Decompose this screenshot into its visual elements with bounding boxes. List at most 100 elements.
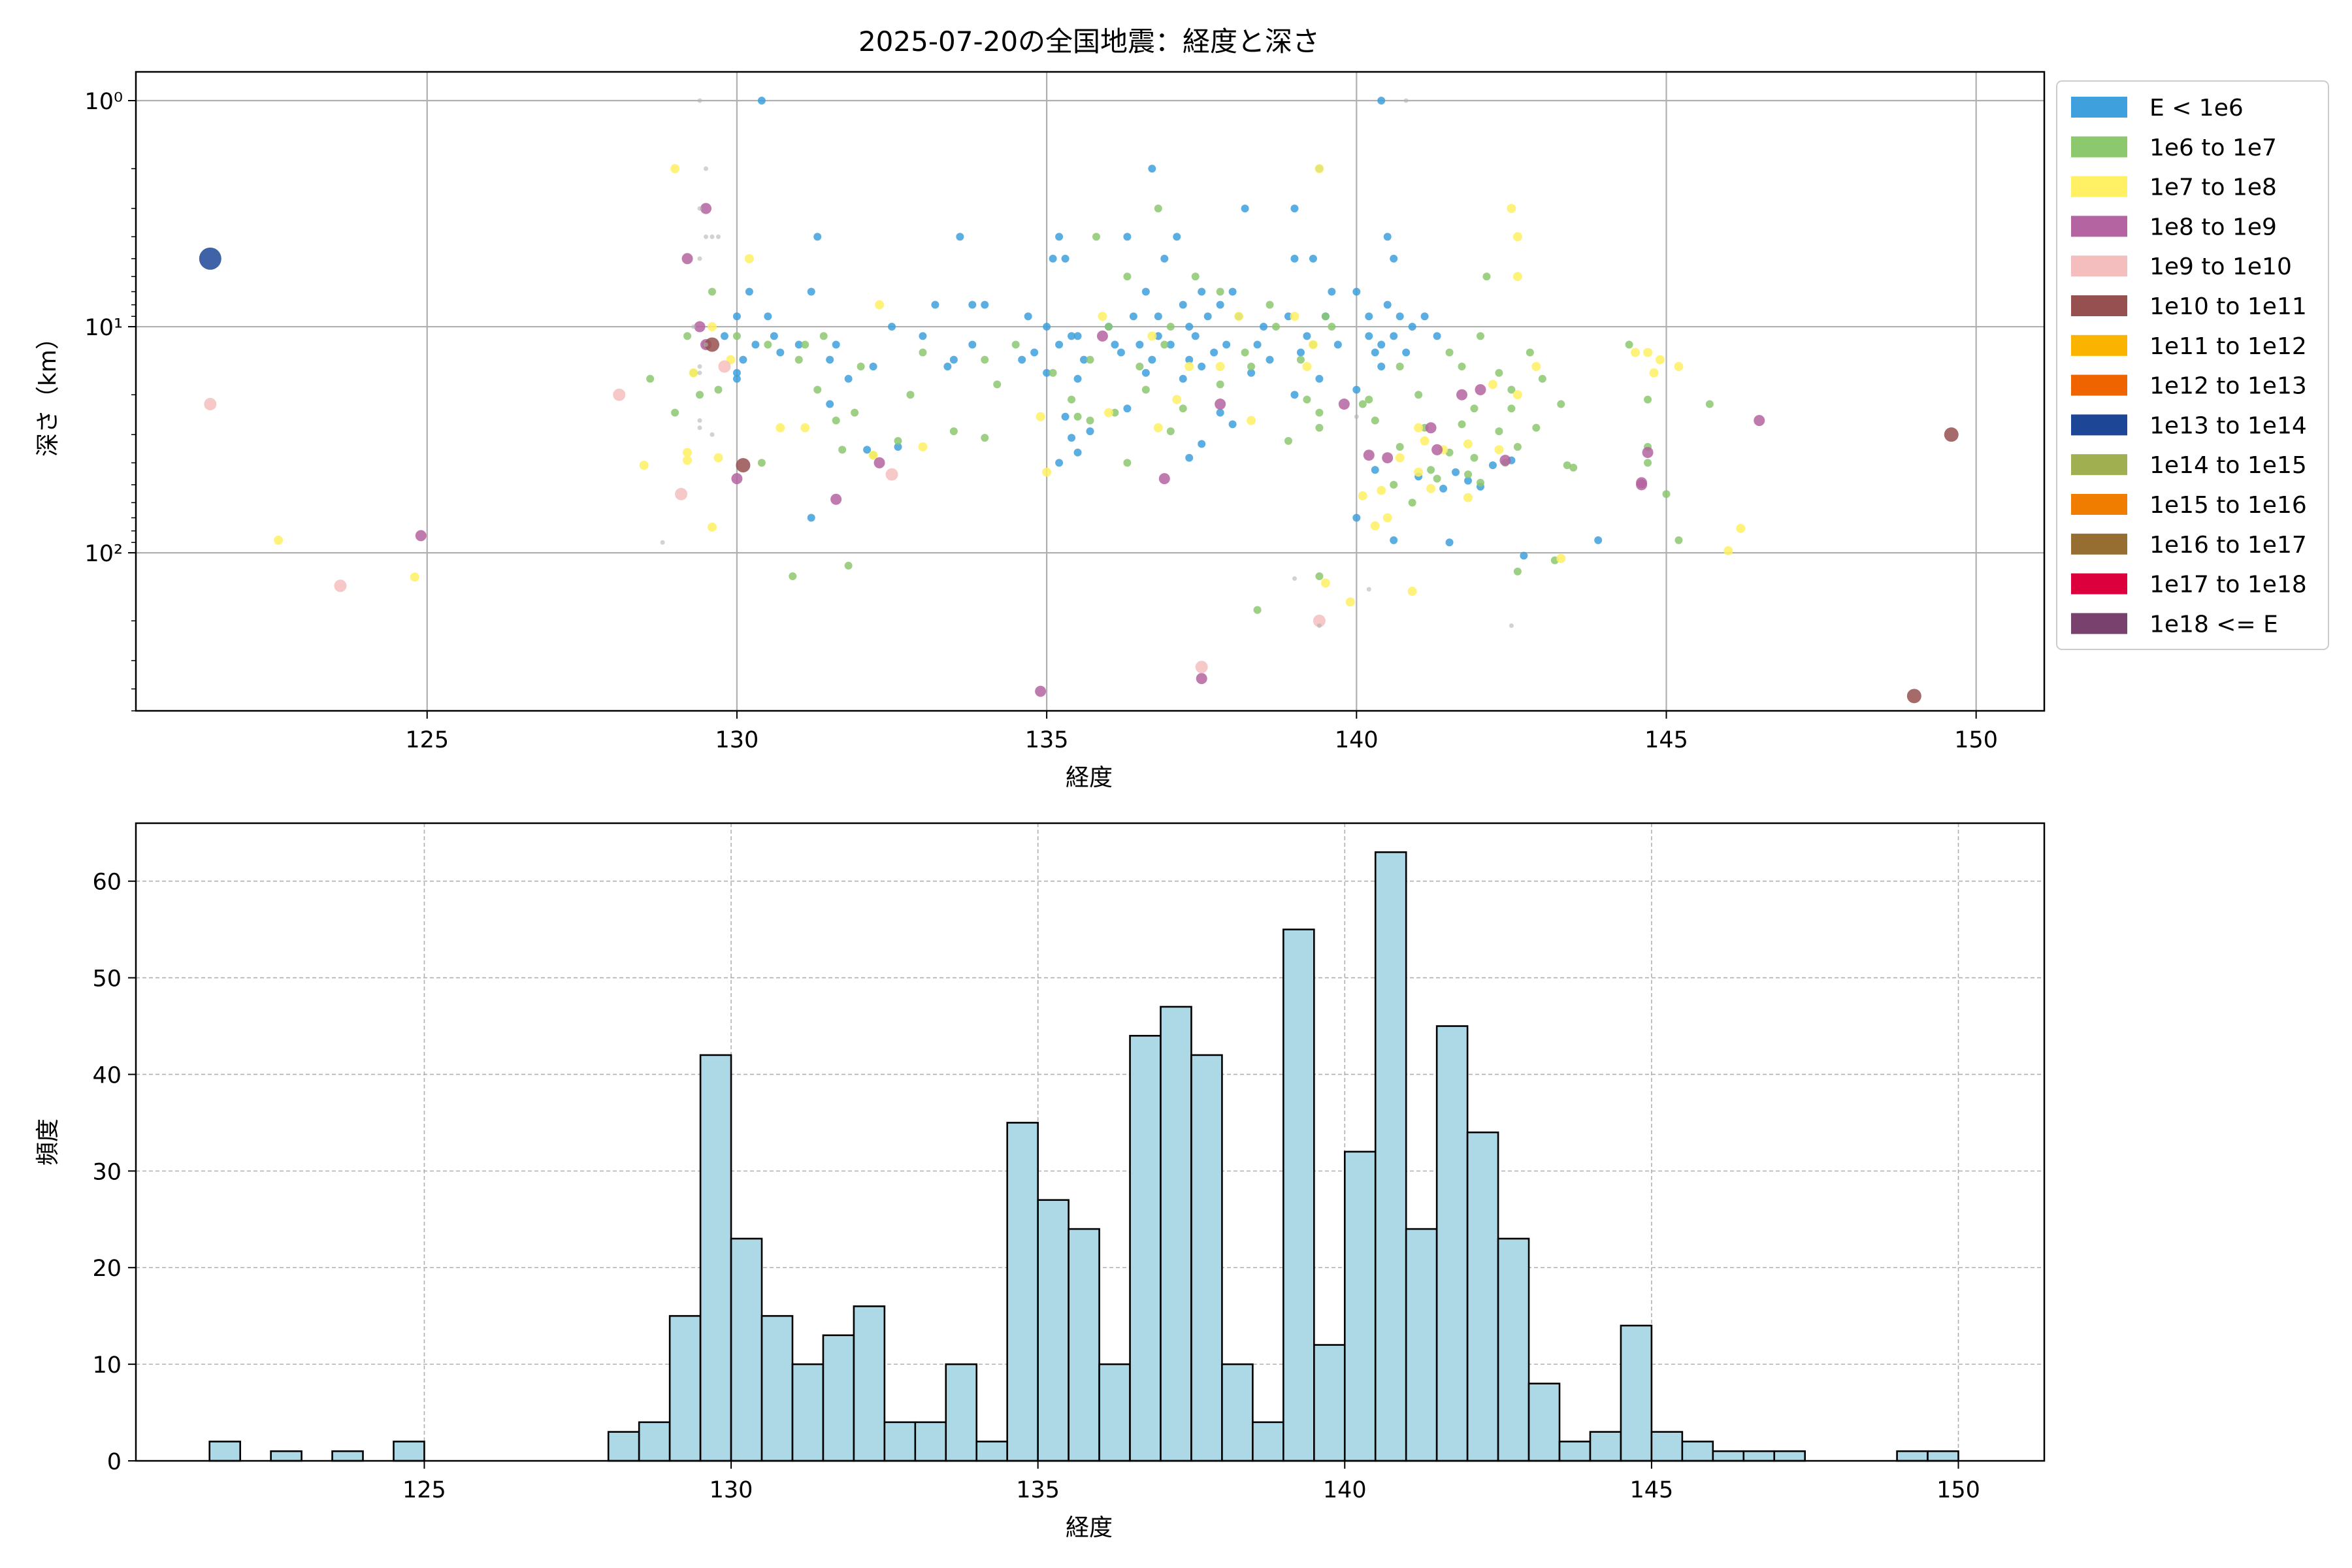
scatter-point — [1463, 493, 1473, 502]
scatter-point — [274, 535, 284, 545]
scatter-y-axis-label: 深さ（km） — [35, 326, 61, 457]
scatter-x-ticks: 125 130 135 140 145 150 — [405, 711, 1998, 753]
scatter-point — [1303, 395, 1311, 404]
scatter-point — [1148, 165, 1156, 173]
scatter-point — [1260, 323, 1268, 331]
scatter-point — [874, 457, 885, 468]
scatter-point — [1222, 340, 1231, 349]
scatter-point — [713, 453, 723, 463]
scatter-point — [789, 572, 797, 581]
scatter-point — [1173, 233, 1181, 241]
scatter-point — [1594, 536, 1603, 544]
scatter-point — [1414, 391, 1423, 399]
scatter-point — [1129, 312, 1137, 321]
scatter-point — [700, 203, 712, 214]
scatter-point — [1185, 453, 1194, 462]
scatter-point — [732, 332, 741, 340]
histogram-x-axis-label: 経度 — [1066, 1514, 1113, 1541]
scatter-point — [1247, 362, 1256, 370]
scatter-point — [334, 580, 347, 593]
scatter-point — [1123, 272, 1132, 281]
scatter-point — [694, 321, 706, 333]
scatter-point — [1507, 204, 1516, 214]
scatter-point — [1352, 385, 1361, 394]
scatter-point — [1184, 361, 1194, 371]
scatter-point — [1111, 340, 1119, 349]
scatter-point — [689, 368, 698, 378]
scatter-point — [1371, 466, 1379, 474]
scatter-point — [1333, 340, 1342, 349]
scatter-point — [1365, 395, 1373, 404]
scatter-point — [1328, 323, 1336, 331]
scatter-point — [639, 461, 649, 470]
scatter-point — [1141, 368, 1150, 377]
scatter-point — [1166, 323, 1175, 331]
histogram-bar — [1129, 1035, 1162, 1462]
scatter-point — [1403, 98, 1409, 103]
histogram-bar — [883, 1421, 917, 1462]
histogram-bar — [945, 1363, 978, 1462]
scatter-point — [1371, 416, 1379, 425]
histogram-bar — [208, 1441, 241, 1462]
scatter-point — [697, 370, 702, 376]
histogram-x-tick-label: 125 — [402, 1477, 446, 1503]
scatter-point — [830, 493, 842, 505]
scatter-point — [832, 340, 840, 349]
scatter-point — [1061, 254, 1070, 263]
scatter-y-ticks: 10⁰ 10¹ 10² — [84, 89, 136, 711]
scatter-point — [981, 434, 989, 442]
scatter-point — [1086, 416, 1094, 425]
legend-label: 1e6 to 1e7 — [2149, 135, 2277, 161]
scatter-point — [1154, 312, 1162, 321]
scatter-x-axis-label: 経度 — [1066, 764, 1113, 791]
scatter-point — [1723, 546, 1733, 556]
legend-swatch — [2071, 494, 2127, 515]
histogram-bar — [1896, 1450, 1929, 1462]
histogram-x-ticks: 125 130 135 140 145 150 — [402, 1461, 1980, 1503]
scatter-point — [415, 530, 427, 542]
scatter-point — [888, 323, 896, 331]
scatter-point — [1153, 423, 1163, 433]
scatter-point — [1073, 412, 1082, 421]
histogram-y-tick-label: 30 — [92, 1159, 122, 1185]
scatter-point — [1363, 449, 1375, 461]
scatter-y-tick-label: 10² — [84, 541, 123, 567]
scatter-point — [731, 473, 743, 485]
scatter-point — [826, 400, 834, 408]
scatter-point — [697, 425, 702, 431]
scatter-point — [1049, 254, 1057, 263]
scatter-point — [832, 416, 840, 425]
legend-swatch — [2071, 255, 2127, 277]
scatter-point — [1104, 323, 1113, 331]
histogram-bar — [1527, 1382, 1561, 1462]
scatter-point — [1377, 340, 1386, 349]
scatter-point — [697, 364, 702, 369]
scatter-point — [1358, 400, 1367, 408]
scatter-point — [1538, 374, 1546, 383]
scatter-point — [1390, 332, 1398, 340]
scatter-point — [1365, 332, 1373, 340]
scatter-point — [1103, 408, 1113, 417]
scatter-point — [1315, 374, 1324, 383]
legend-swatch — [2071, 454, 2127, 476]
scatter-point — [1284, 312, 1292, 321]
scatter-point — [736, 458, 751, 473]
scatter-point — [1247, 368, 1256, 377]
scatter-point — [1396, 442, 1404, 451]
scatter-point — [199, 247, 221, 270]
scatter-point — [1216, 380, 1224, 389]
scatter-point — [1338, 399, 1350, 410]
scatter-point — [1383, 233, 1392, 241]
scatter-point — [1216, 408, 1224, 417]
scatter-point — [1458, 420, 1466, 429]
scatter-y-tick-label: 10¹ — [84, 315, 123, 341]
legend-label: 1e14 to 1e15 — [2149, 452, 2307, 479]
scatter-point — [1358, 491, 1367, 500]
scatter-point — [894, 436, 902, 445]
histogram-bar — [638, 1421, 671, 1462]
scatter-point — [1499, 455, 1511, 466]
scatter-point — [1407, 587, 1417, 596]
scatter-point — [1179, 374, 1187, 383]
histogram-bar — [1098, 1363, 1131, 1462]
scatter-point — [1526, 348, 1534, 357]
